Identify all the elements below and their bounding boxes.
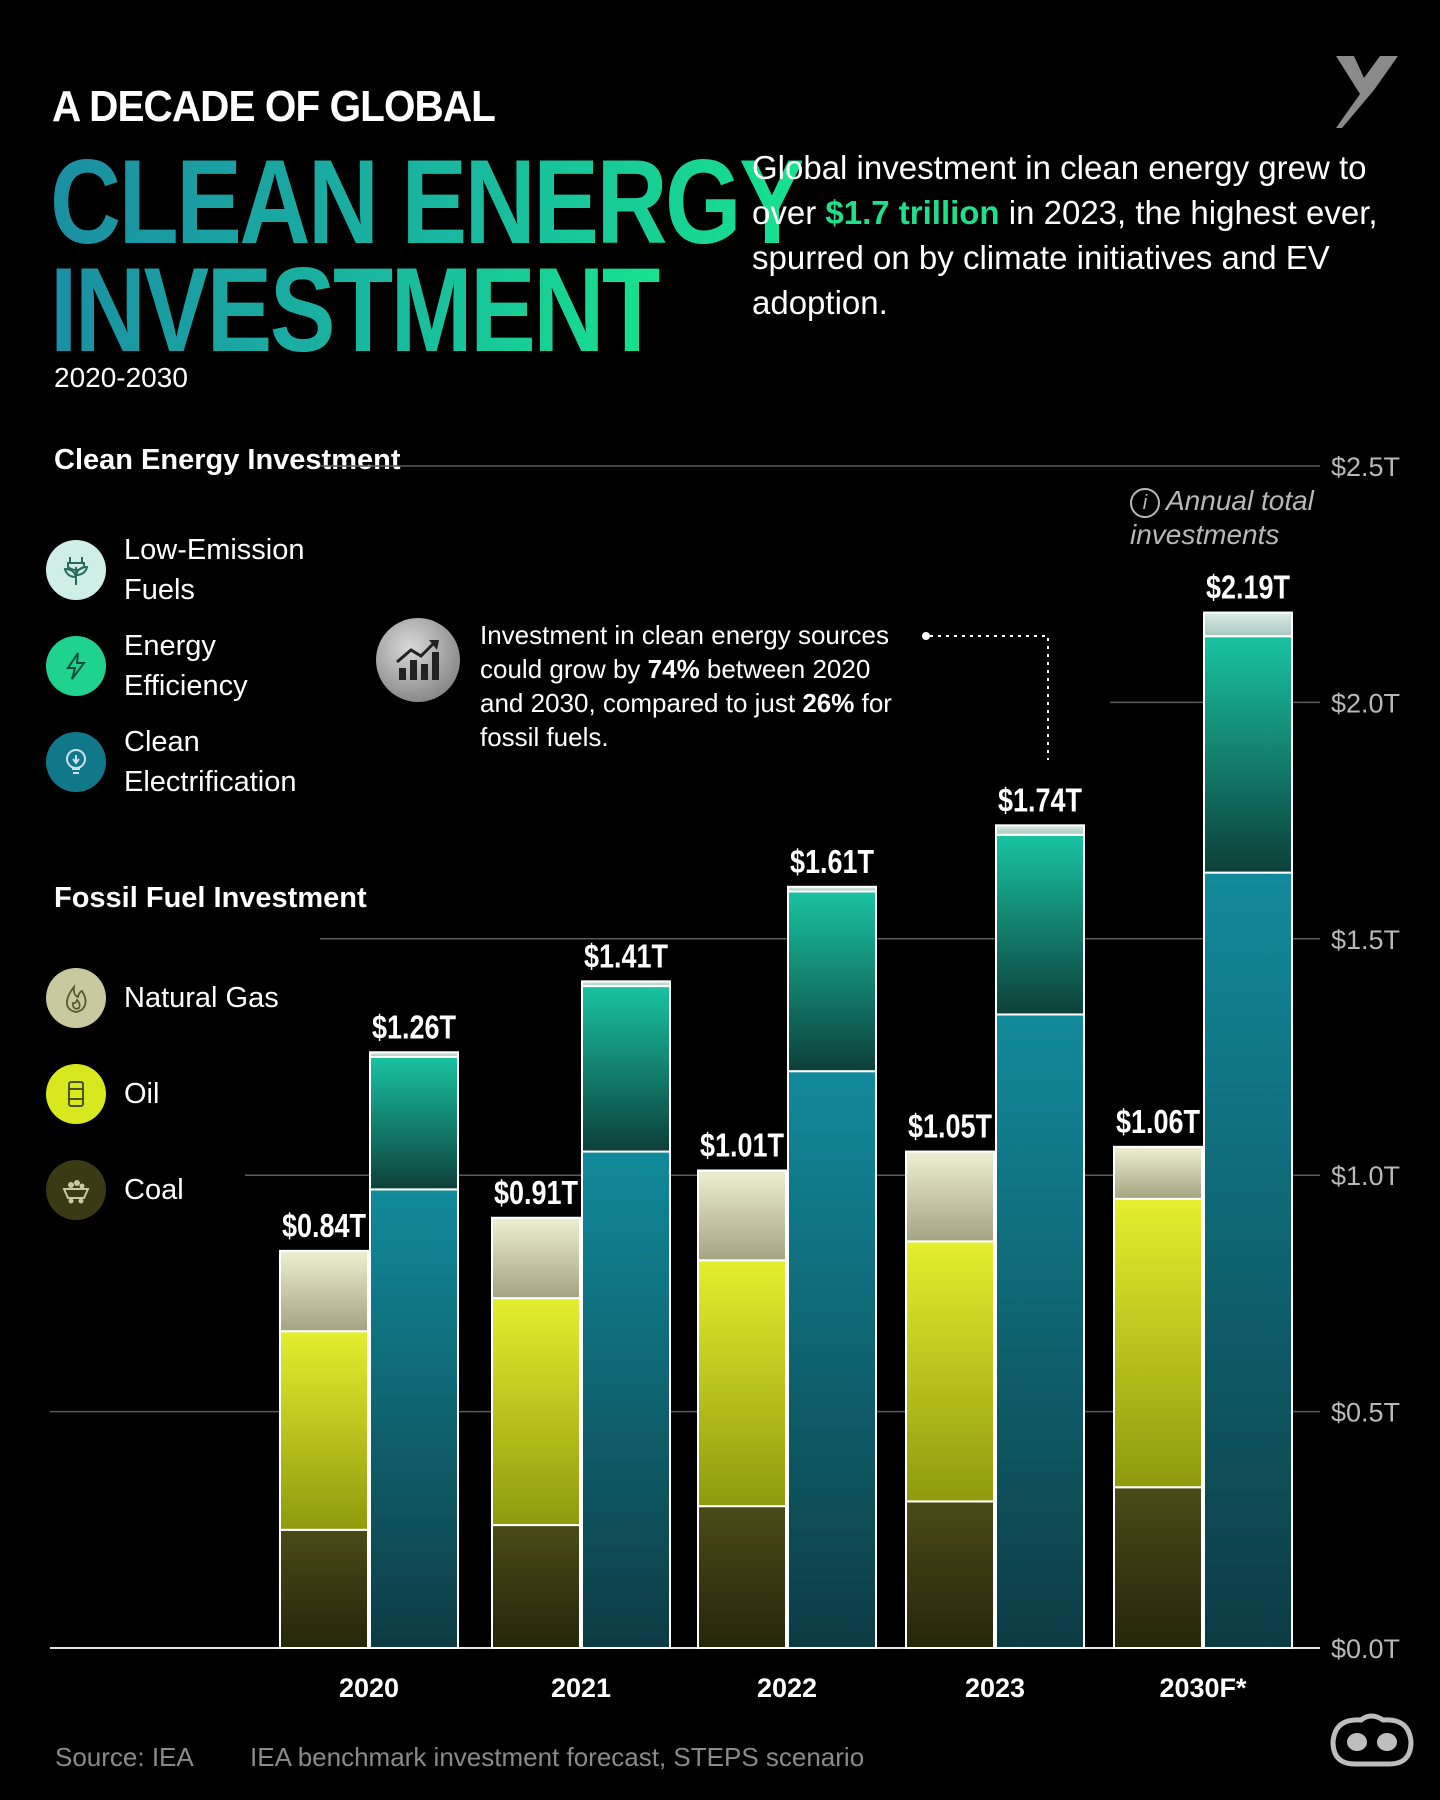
annotation-connector: [930, 635, 1049, 760]
bar-total-label: $0.91T: [494, 1174, 578, 1211]
y-tick-label: $0.0T: [1331, 1634, 1400, 1664]
flame-icon: [46, 968, 106, 1028]
main-title-line1: CLEAN ENERGY: [50, 135, 805, 269]
fossil-bar-natural-gas: [1113, 1145, 1203, 1200]
fossil-bar-natural-gas: [491, 1216, 581, 1300]
legend-item-gas: Natural Gas: [46, 968, 334, 1028]
legend-item-electrification: Clean Electrification: [46, 722, 334, 802]
annotation-pct1: 74%: [647, 654, 700, 684]
fossil-bar-oil: [697, 1259, 787, 1508]
fossil-bar-oil: [279, 1330, 369, 1531]
fossil-bar-coal: [1113, 1486, 1203, 1650]
clean-bar-energy-efficiency: [581, 985, 671, 1153]
y-tick-label: $1.5T: [1331, 925, 1400, 955]
legend-fossil-heading: Fossil Fuel Investment: [54, 882, 367, 914]
legend-clean-heading: Clean Energy Investment: [54, 444, 401, 476]
growth-chart-icon: [376, 618, 460, 702]
x-category-label: 2023: [965, 1673, 1025, 1703]
fossil-bar-coal: [697, 1505, 787, 1650]
legend-label: Natural Gas: [124, 982, 279, 1014]
plant-plug-icon: [46, 540, 106, 600]
fossil-bar-natural-gas: [279, 1249, 369, 1333]
clean-bar-clean-electrification: [581, 1150, 671, 1650]
bar-total-label: $1.61T: [790, 843, 874, 880]
bar-total-label: $1.41T: [584, 937, 668, 974]
annual-total-note: i Annual total investments: [1130, 484, 1330, 552]
description-post: in 2023, the highest ever, spurred on by…: [752, 194, 1378, 321]
brand-logo-icon: [1328, 50, 1400, 135]
clean-bar-clean-electrification: [369, 1188, 459, 1650]
clean-bar-clean-electrification: [1203, 871, 1293, 1649]
fossil-bar-oil: [905, 1240, 995, 1503]
clean-bar-energy-efficiency: [369, 1056, 459, 1191]
oil-barrel-icon: [46, 1064, 106, 1124]
clean-bar-low-emission-fuels: [1203, 611, 1293, 638]
lightbulb-icon: [46, 732, 106, 792]
clean-bar-low-emission-fuels: [581, 980, 671, 988]
clean-bar-low-emission-fuels: [787, 885, 877, 893]
info-icon: i: [1130, 487, 1160, 518]
fossil-bar-natural-gas: [697, 1169, 787, 1262]
x-category-label: 2020: [339, 1673, 399, 1703]
legend-label: Oil: [124, 1078, 160, 1110]
bar-total-label: $1.26T: [372, 1008, 456, 1045]
bar-total-label: $1.05T: [908, 1108, 992, 1145]
legend-label: Coal: [124, 1174, 184, 1206]
annotation-text: Investment in clean energy sources could…: [480, 618, 920, 754]
fossil-bar-coal: [905, 1500, 995, 1649]
fossil-bar-coal: [279, 1528, 369, 1650]
bar-total-label: $1.74T: [998, 781, 1082, 818]
lightning-icon: [46, 636, 106, 696]
footnote: IEA benchmark investment forecast, STEPS…: [250, 1742, 865, 1772]
legend-item-oil: Oil: [46, 1064, 334, 1124]
coal-cart-icon: [46, 1160, 106, 1220]
annotation-pre: Investment in clean energy sources could…: [480, 620, 889, 684]
y-tick-label: $2.5T: [1331, 452, 1400, 482]
clean-bar-low-emission-fuels: [995, 824, 1085, 836]
fossil-bar-coal: [491, 1524, 581, 1650]
kicker-title: A DECADE OF GLOBAL: [52, 82, 496, 131]
bar-total-label: $2.19T: [1206, 569, 1290, 606]
annotation-mid: between 2020 and 2030, compared to just: [480, 654, 871, 718]
bar-total-label: $1.06T: [1116, 1103, 1200, 1140]
legend-label: Clean Electrification: [124, 726, 297, 798]
annotation-dot: [922, 632, 930, 640]
fossil-bar-oil: [491, 1297, 581, 1527]
description-pre: Global investment in clean energy grew t…: [752, 149, 1367, 231]
y-tick-label: $1.0T: [1331, 1161, 1400, 1191]
description: Global investment in clean energy grew t…: [752, 145, 1392, 325]
x-category-label: 2021: [551, 1673, 611, 1703]
clean-bar-clean-electrification: [787, 1070, 877, 1649]
fossil-bar-oil: [1113, 1197, 1203, 1489]
legend-item-efficiency: Energy Efficiency: [46, 626, 334, 706]
legend-item-low-emission: Low-Emission Fuels: [46, 530, 334, 610]
annual-note-text: Annual total investments: [1130, 485, 1314, 550]
year-range: 2020-2030: [54, 362, 188, 393]
clean-bar-energy-efficiency: [1203, 635, 1293, 874]
publisher-logo-icon: [1325, 1708, 1419, 1777]
main-title-line2: INVESTMENT: [50, 243, 662, 377]
annotation-pct2: 26%: [802, 688, 855, 718]
x-category-label: 2030F*: [1159, 1673, 1247, 1703]
legend-label: Low-Emission Fuels: [124, 534, 305, 606]
source-label: Source: IEA: [55, 1742, 194, 1772]
description-highlight: $1.7 trillion: [825, 194, 1000, 231]
legend-label: Energy Efficiency: [124, 630, 248, 702]
clean-bar-energy-efficiency: [995, 833, 1085, 1016]
clean-bar-low-emission-fuels: [369, 1051, 459, 1058]
bar-total-label: $1.01T: [700, 1126, 784, 1163]
fossil-bar-natural-gas: [905, 1150, 995, 1243]
bar-total-label: $0.84T: [282, 1207, 366, 1244]
legend-item-coal: Coal: [46, 1160, 334, 1220]
y-tick-label: $0.5T: [1331, 1398, 1400, 1428]
clean-bar-energy-efficiency: [787, 890, 877, 1073]
y-tick-label: $2.0T: [1331, 688, 1400, 718]
annotation-post: for fossil fuels.: [480, 688, 892, 752]
clean-bar-clean-electrification: [995, 1013, 1085, 1649]
x-category-label: 2022: [757, 1673, 817, 1703]
